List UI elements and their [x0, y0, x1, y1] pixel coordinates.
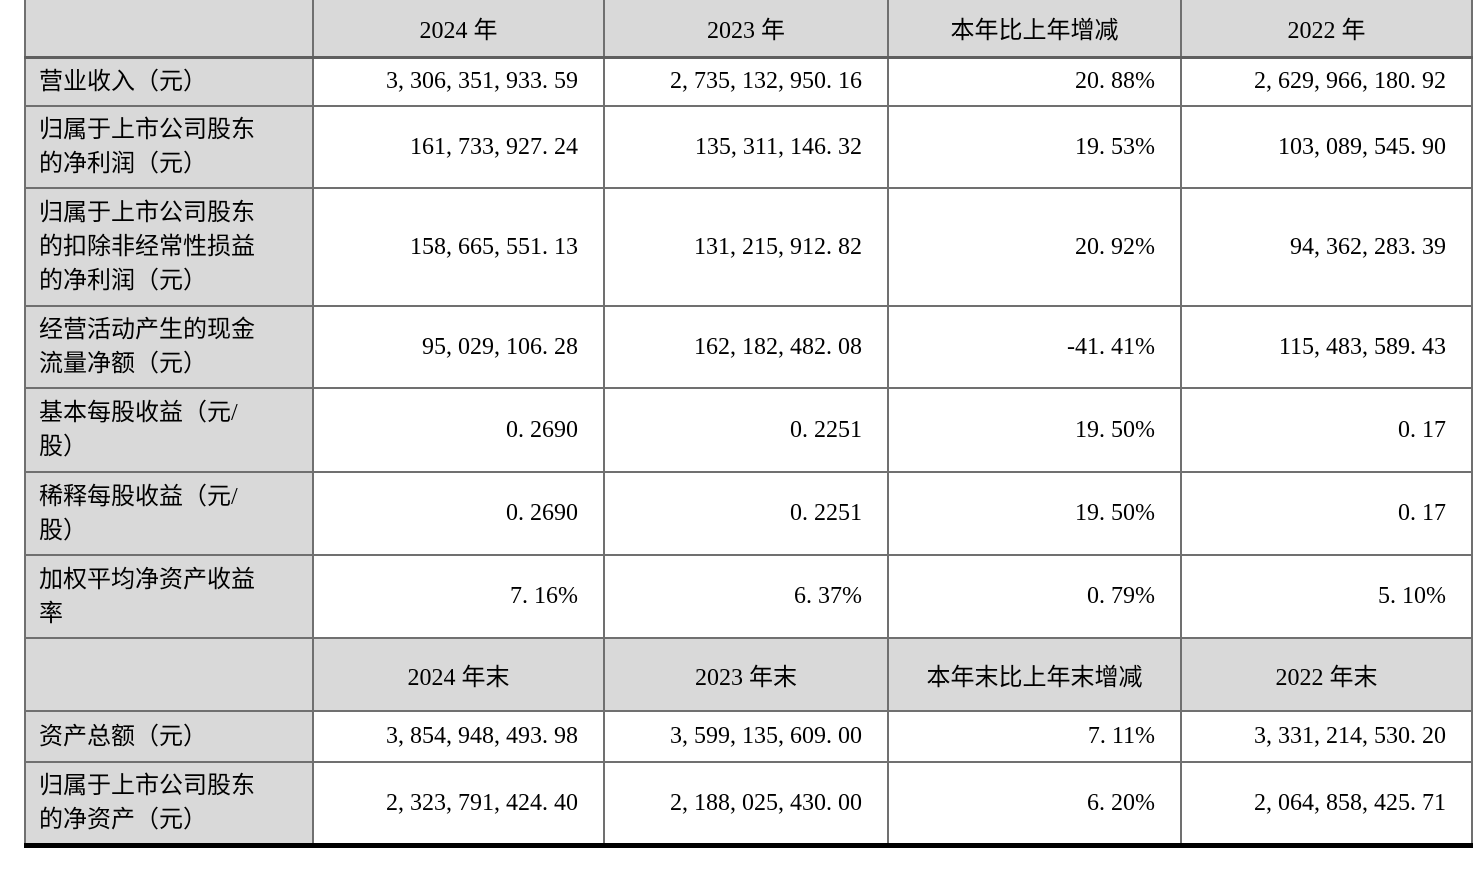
operating-cash-flow-change: -41. 41% [887, 305, 1182, 389]
basic-eps-2024: 0. 2690 [312, 387, 605, 473]
weighted-roe-change: 0. 79% [887, 554, 1182, 639]
financial-summary-table: 2024 年 2023 年 本年比上年增减 2022 年 营业收入（元） 3, … [24, 0, 1473, 848]
total-assets-2024-end: 3, 854, 948, 493. 98 [312, 710, 605, 763]
row-label-operating-cash-flow: 经营活动产生的现金 流量净额（元） [24, 305, 314, 389]
row-label-weighted-roe: 加权平均净资产收益 率 [24, 554, 314, 639]
row-basic-eps: 基本每股收益（元/ 股） 0. 2690 0. 2251 19. 50% 0. … [24, 387, 1473, 473]
row-weighted-roe: 加权平均净资产收益 率 7. 16% 6. 37% 0. 79% 5. 10% [24, 554, 1473, 639]
row-revenue: 营业收入（元） 3, 306, 351, 933. 59 2, 735, 132… [24, 56, 1473, 107]
total-assets-change: 7. 11% [887, 710, 1182, 763]
row-label-total-assets: 资产总额（元） [24, 710, 314, 763]
row-label-net-profit: 归属于上市公司股东 的净利润（元） [24, 105, 314, 189]
diluted-eps-2023: 0. 2251 [603, 471, 889, 556]
row-operating-cash-flow: 经营活动产生的现金 流量净额（元） 95, 029, 106. 28 162, … [24, 305, 1473, 389]
row-net-profit-deducted: 归属于上市公司股东 的扣除非经常性损益 的净利润（元） 158, 665, 55… [24, 187, 1473, 307]
corner-cell [24, 637, 314, 712]
net-assets-2022-end: 2, 064, 858, 425. 71 [1180, 761, 1473, 848]
revenue-2024: 3, 306, 351, 933. 59 [312, 56, 605, 107]
weighted-roe-2022: 5. 10% [1180, 554, 1473, 639]
net-profit-deducted-2023: 131, 215, 912. 82 [603, 187, 889, 307]
diluted-eps-2022: 0. 17 [1180, 471, 1473, 556]
weighted-roe-2024: 7. 16% [312, 554, 605, 639]
revenue-2023: 2, 735, 132, 950. 16 [603, 56, 889, 107]
col-header-year-end-change: 本年末比上年末增减 [887, 637, 1182, 712]
net-profit-2022: 103, 089, 545. 90 [1180, 105, 1473, 189]
net-profit-deducted-change: 20. 92% [887, 187, 1182, 307]
net-assets-2024-end: 2, 323, 791, 424. 40 [312, 761, 605, 848]
weighted-roe-2023: 6. 37% [603, 554, 889, 639]
operating-cash-flow-2024: 95, 029, 106. 28 [312, 305, 605, 389]
net-profit-deducted-2022: 94, 362, 283. 39 [1180, 187, 1473, 307]
col-header-2024-end: 2024 年末 [312, 637, 605, 712]
revenue-2022: 2, 629, 966, 180. 92 [1180, 56, 1473, 107]
basic-eps-change: 19. 50% [887, 387, 1182, 473]
row-total-assets: 资产总额（元） 3, 854, 948, 493. 98 3, 599, 135… [24, 710, 1473, 763]
header-row-year-end: 2024 年末 2023 年末 本年末比上年末增减 2022 年末 [24, 637, 1473, 712]
row-label-diluted-eps: 稀释每股收益（元/ 股） [24, 471, 314, 556]
total-assets-2022-end: 3, 331, 214, 530. 20 [1180, 710, 1473, 763]
diluted-eps-change: 19. 50% [887, 471, 1182, 556]
row-net-assets: 归属于上市公司股东 的净资产（元） 2, 323, 791, 424. 40 2… [24, 761, 1473, 848]
row-label-basic-eps: 基本每股收益（元/ 股） [24, 387, 314, 473]
col-header-2024: 2024 年 [312, 0, 605, 59]
row-label-net-assets: 归属于上市公司股东 的净资产（元） [24, 761, 314, 848]
operating-cash-flow-2022: 115, 483, 589. 43 [1180, 305, 1473, 389]
row-label-revenue: 营业收入（元） [24, 56, 314, 107]
operating-cash-flow-2023: 162, 182, 482. 08 [603, 305, 889, 389]
basic-eps-2023: 0. 2251 [603, 387, 889, 473]
corner-cell [24, 0, 314, 59]
net-profit-deducted-2024: 158, 665, 551. 13 [312, 187, 605, 307]
net-assets-change: 6. 20% [887, 761, 1182, 848]
basic-eps-2022: 0. 17 [1180, 387, 1473, 473]
diluted-eps-2024: 0. 2690 [312, 471, 605, 556]
row-net-profit: 归属于上市公司股东 的净利润（元） 161, 733, 927. 24 135,… [24, 105, 1473, 189]
col-header-yoy-change: 本年比上年增减 [887, 0, 1182, 59]
net-profit-2023: 135, 311, 146. 32 [603, 105, 889, 189]
net-profit-2024: 161, 733, 927. 24 [312, 105, 605, 189]
total-assets-2023-end: 3, 599, 135, 609. 00 [603, 710, 889, 763]
col-header-2023: 2023 年 [603, 0, 889, 59]
net-assets-2023-end: 2, 188, 025, 430. 00 [603, 761, 889, 848]
revenue-change: 20. 88% [887, 56, 1182, 107]
col-header-2023-end: 2023 年末 [603, 637, 889, 712]
net-profit-change: 19. 53% [887, 105, 1182, 189]
col-header-2022: 2022 年 [1180, 0, 1473, 59]
col-header-2022-end: 2022 年末 [1180, 637, 1473, 712]
row-label-net-profit-deducted: 归属于上市公司股东 的扣除非经常性损益 的净利润（元） [24, 187, 314, 307]
row-diluted-eps: 稀释每股收益（元/ 股） 0. 2690 0. 2251 19. 50% 0. … [24, 471, 1473, 556]
header-row-annual: 2024 年 2023 年 本年比上年增减 2022 年 [24, 0, 1473, 59]
